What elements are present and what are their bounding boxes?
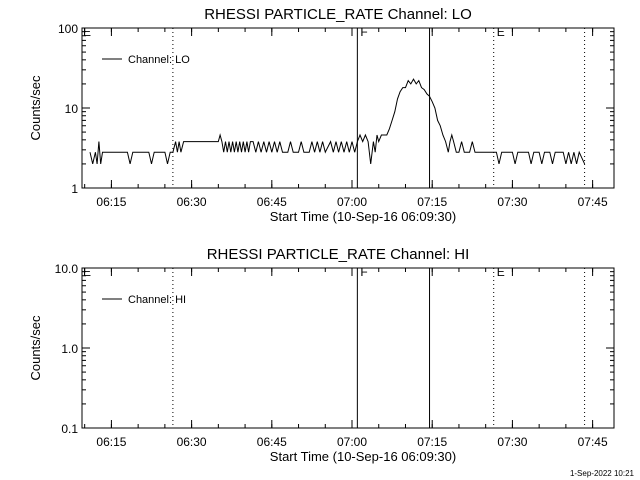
footer-timestamp: 1-Sep-2022 10:21 [570, 469, 635, 478]
y-tick-label: 100 [58, 22, 78, 36]
x-tick-label: 06:15 [96, 195, 126, 209]
x-tick-label: 07:30 [497, 435, 527, 449]
x-tick-label: 06:30 [177, 435, 207, 449]
x-axis-label: Start Time (10-Sep-16 06:09:30) [270, 209, 456, 224]
plot-frame [81, 27, 615, 189]
legend-label: Channel: LO [128, 54, 190, 66]
chart-title: RHESSI PARTICLE_RATE Channel: HI [207, 246, 470, 263]
y-tick-label: 10 [65, 102, 79, 116]
corner-marker-label: E [83, 265, 91, 279]
x-tick-label: 06:15 [96, 435, 126, 449]
x-tick-label: 07:15 [417, 435, 447, 449]
x-tick-label: 07:30 [497, 195, 527, 209]
corner-marker-label: E [83, 25, 91, 39]
x-axis-label: Start Time (10-Sep-16 06:09:30) [270, 449, 456, 464]
y-tick-label: 1 [71, 182, 78, 196]
y-tick-label: 10.0 [55, 262, 79, 276]
x-tick-label: 07:15 [417, 195, 447, 209]
x-tick-label: 07:00 [337, 195, 367, 209]
x-tick-label: 07:45 [578, 195, 608, 209]
y-tick-label: 1.0 [61, 342, 78, 356]
y-axis-label: Counts/sec [28, 315, 43, 381]
lo-channel-panel: RHESSI PARTICLE_RATE Channel: LO Counts/s… [28, 6, 615, 224]
x-tick-label: 06:45 [257, 195, 287, 209]
plot-frame [81, 267, 615, 429]
x-tick-label: 07:00 [337, 435, 367, 449]
event-marker-label: F [360, 265, 367, 279]
event-marker-label: F [360, 25, 367, 39]
x-tick-label: 06:30 [177, 195, 207, 209]
hi-channel-panel: RHESSI PARTICLE_RATE Channel: HI Counts/s… [28, 246, 615, 464]
chart-title: RHESSI PARTICLE_RATE Channel: LO [204, 6, 472, 23]
x-tick-label: 06:45 [257, 435, 287, 449]
event-marker-label: E [497, 265, 505, 279]
legend-label: Channel: HI [128, 294, 186, 306]
y-tick-label: 0.1 [61, 422, 78, 436]
y-axis-label: Counts/sec [28, 75, 43, 141]
series-line [89, 78, 586, 165]
event-marker-label: E [497, 25, 505, 39]
x-tick-label: 07:45 [578, 435, 608, 449]
